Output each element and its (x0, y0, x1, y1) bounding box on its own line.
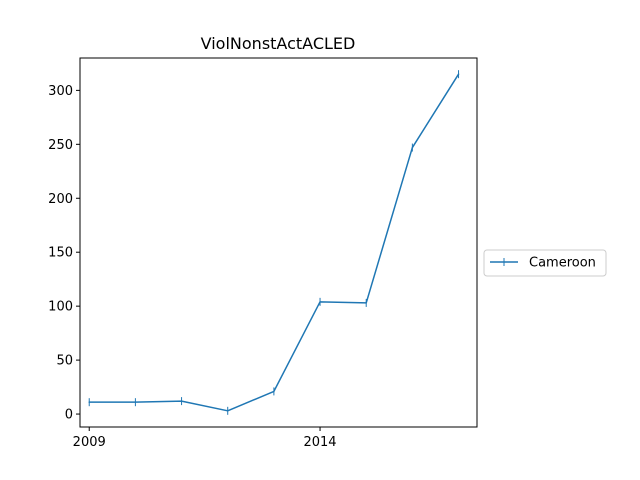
legend-box (483, 249, 607, 277)
legend-entries: Cameroon (490, 256, 596, 271)
x-tick-label: 2014 (303, 435, 336, 450)
y-tick-label: 50 (56, 354, 73, 369)
y-tick-label: 250 (48, 138, 73, 153)
legend-label: Cameroon (529, 256, 596, 271)
chart-title: ViolNonstActACLED (201, 34, 356, 53)
y-tick-label: 0 (65, 408, 73, 423)
plot-area (80, 58, 477, 427)
y-tick-label: 100 (48, 300, 73, 315)
series-layer (88, 70, 460, 415)
y-axis: 0 50 100 150 200 250 300 (48, 84, 80, 423)
x-axis: 2009 2014 (73, 427, 337, 450)
y-tick-label: 200 (48, 192, 73, 207)
plot-frame (79, 57, 478, 428)
x-tick-label: 2009 (73, 435, 106, 450)
y-tick-label: 150 (48, 246, 73, 261)
legend: Cameroon (483, 249, 607, 277)
y-tick-label: 300 (48, 84, 73, 99)
